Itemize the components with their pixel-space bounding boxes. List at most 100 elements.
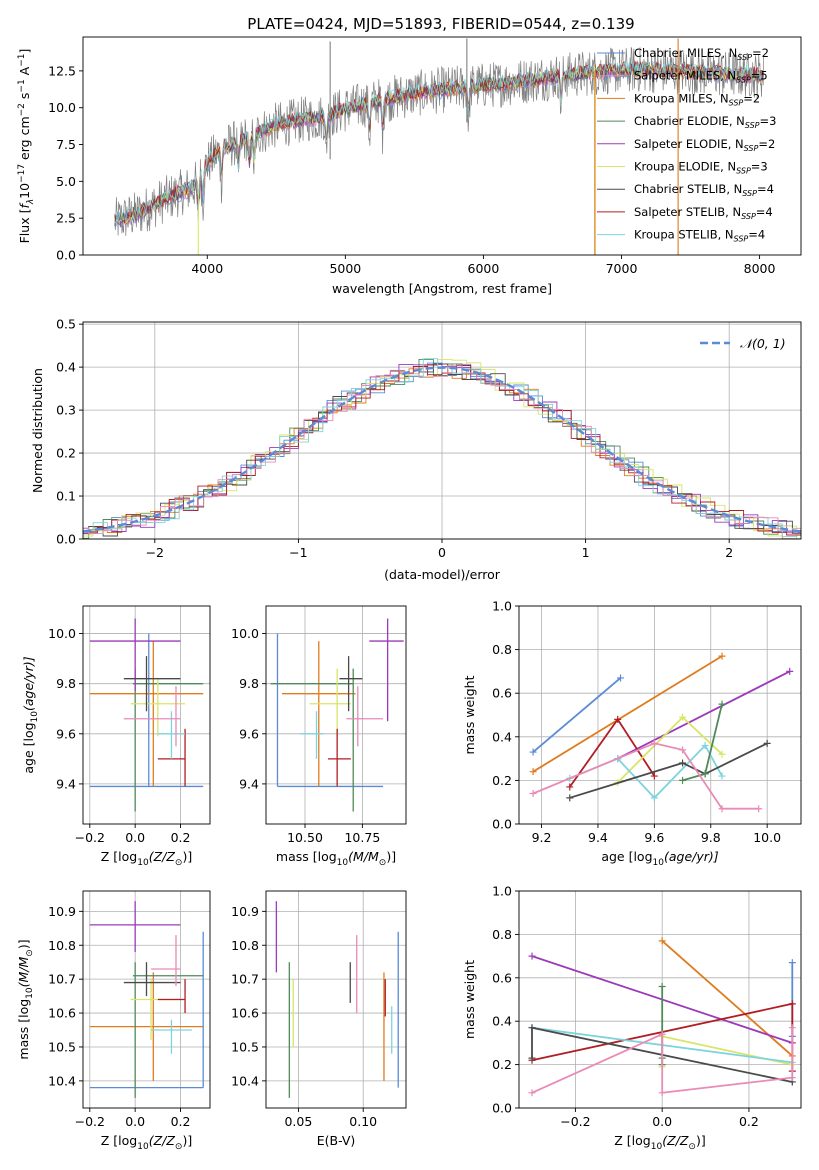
x-tick-label: 5000 xyxy=(329,261,361,276)
x-tick-label: 10.75 xyxy=(344,830,380,845)
x-tick-label: −0.2 xyxy=(560,1114,590,1129)
weight-marker xyxy=(786,667,794,675)
y-tick-label: 0.2 xyxy=(56,446,76,461)
x-axis-label: E(B-V) xyxy=(317,1133,356,1148)
x-axis-label-main: Z [log xyxy=(101,1133,137,1148)
axes-frame xyxy=(82,890,211,1109)
weight-marker xyxy=(788,1000,796,1008)
x-axis-label-sun: ⊙ xyxy=(688,1142,696,1152)
x-tick-label: −2 xyxy=(146,545,164,560)
weight-marker xyxy=(529,768,537,776)
legend-entry-count: =3 xyxy=(751,160,768,174)
weight-marker xyxy=(528,952,536,960)
legend-entry-count: =4 xyxy=(748,228,765,242)
legend-entry-name: Salpeter ELODIE, N xyxy=(634,137,744,151)
errorbar-points xyxy=(89,901,204,1098)
weight-marker xyxy=(679,776,687,784)
legend-entry-sub: SSP xyxy=(742,189,757,198)
weight-line xyxy=(569,717,656,788)
weight-line xyxy=(532,655,723,773)
axes-frame xyxy=(518,605,802,825)
x-tick-label: 6000 xyxy=(468,261,500,276)
y-label-part: s xyxy=(17,93,32,104)
y-axis-label-sub: 10 xyxy=(30,711,40,723)
axes-frame xyxy=(265,890,407,1109)
histogram-steps xyxy=(83,358,801,539)
weight-marker xyxy=(528,1024,536,1032)
x-axis-label: age [log10(age/yr)] xyxy=(601,849,718,868)
y-tick-label: 9.4 xyxy=(239,776,259,791)
y-axis-label: Normed distribution xyxy=(30,368,45,493)
x-axis-label-main: Z [log xyxy=(101,849,137,864)
mass-weight-vs-age-panel: 9.2 9.4 9.6 9.8 10.0 0.0 0.2 0.4 0.6 0.8 1.0 age [l… xyxy=(462,599,802,868)
y-tick-label: 0.3 xyxy=(56,403,76,418)
weight-marker xyxy=(788,1024,796,1032)
normal-reference-curve xyxy=(83,366,801,533)
legend-entry-count: =3 xyxy=(760,114,777,128)
weight-line xyxy=(661,940,793,1057)
weight-marker xyxy=(718,772,726,780)
x-tick-label: 2 xyxy=(725,545,733,560)
legend-entry-name: Chabrier MILES, N xyxy=(634,46,737,60)
y-axis-label: age [log10(age/yr)] xyxy=(21,656,40,773)
legend-entry: Kroupa ELODIE, NSSP=3 xyxy=(634,160,768,176)
model-spectrum-line xyxy=(114,60,764,225)
y-tick-label: 9.4 xyxy=(56,776,76,791)
weight-marker xyxy=(566,783,574,791)
x-axis-label-main: age [log xyxy=(601,849,652,864)
y-tick-label: 10.0 xyxy=(231,626,259,641)
weight-marker xyxy=(650,772,658,780)
axes-frame xyxy=(82,321,802,540)
legend-entry: Chabrier ELODIE, NSSP=3 xyxy=(634,114,776,130)
y-label-part: A xyxy=(17,66,32,79)
x-axis-label: mass [log10(M/M⊙)] xyxy=(276,849,396,868)
y-label-part: −1 xyxy=(17,79,27,92)
legend-entry-sub: SSP xyxy=(737,53,752,62)
x-axis-label: Z [log10(Z/Z⊙)] xyxy=(101,849,192,868)
x-axis-label-sub: 10 xyxy=(137,858,149,868)
x-tick-label: 0.10 xyxy=(349,1114,377,1129)
y-axis-label-close: )] xyxy=(16,939,31,949)
y-tick-label: 0.2 xyxy=(492,773,512,788)
y-tick-label: 0.6 xyxy=(492,970,512,985)
weight-marker xyxy=(617,674,625,682)
y-tick-label: 10.9 xyxy=(231,904,259,919)
errorbar-points xyxy=(270,618,404,812)
y-tick-label: 0.2 xyxy=(492,1057,512,1072)
y-tick-label: 0.6 xyxy=(492,686,512,701)
x-axis-label-sub: 10 xyxy=(137,1142,149,1152)
model-spectrum-line xyxy=(114,59,764,225)
legend-entry: Salpeter MILES, NSSP=5 xyxy=(634,69,768,85)
weight-marker xyxy=(755,805,763,813)
y-axis-label-sub: 10 xyxy=(25,987,35,999)
y-axis-label-main: mass [log xyxy=(16,999,31,1060)
y-axis-label-body: (age/yr)] xyxy=(21,656,36,711)
legend-entry-name: Kroupa STELIB, N xyxy=(634,228,734,242)
histogram-series xyxy=(83,365,801,536)
y-label-part: f xyxy=(17,203,32,209)
x-axis-label: wavelength [Angstrom, rest frame] xyxy=(332,281,552,296)
histogram-series xyxy=(83,362,801,534)
y-label-part: erg cm xyxy=(17,116,32,164)
x-tick-label: 9.6 xyxy=(644,830,664,845)
axes-frame xyxy=(518,890,802,1109)
x-axis-label-body: (M/M xyxy=(348,849,379,864)
x-tick-label: 0.0 xyxy=(652,1114,672,1129)
histogram-series xyxy=(83,363,801,539)
x-tick-label: 0 xyxy=(438,545,446,560)
y-label-part: 10 xyxy=(17,183,32,199)
weight-marker xyxy=(718,750,726,758)
weight-marker xyxy=(788,1074,796,1082)
y-tick-label: 10.4 xyxy=(48,1073,76,1088)
mass-vs-metallicity-panel: −0.2 0.0 0.2 10.4 10.5 10.6 10.7 10.8 10.9 Z [log… xyxy=(16,890,211,1152)
weight-marker xyxy=(650,794,658,802)
legend-entry: Chabrier STELIB, NSSP=4 xyxy=(634,182,774,198)
weight-line xyxy=(569,742,768,799)
x-tick-label: 7000 xyxy=(606,261,638,276)
y-label-part: −17 xyxy=(17,164,27,183)
histogram-series xyxy=(83,358,801,539)
y-tick-label: 0.8 xyxy=(492,927,512,942)
x-axis-label: (data-model)/error xyxy=(384,567,501,582)
